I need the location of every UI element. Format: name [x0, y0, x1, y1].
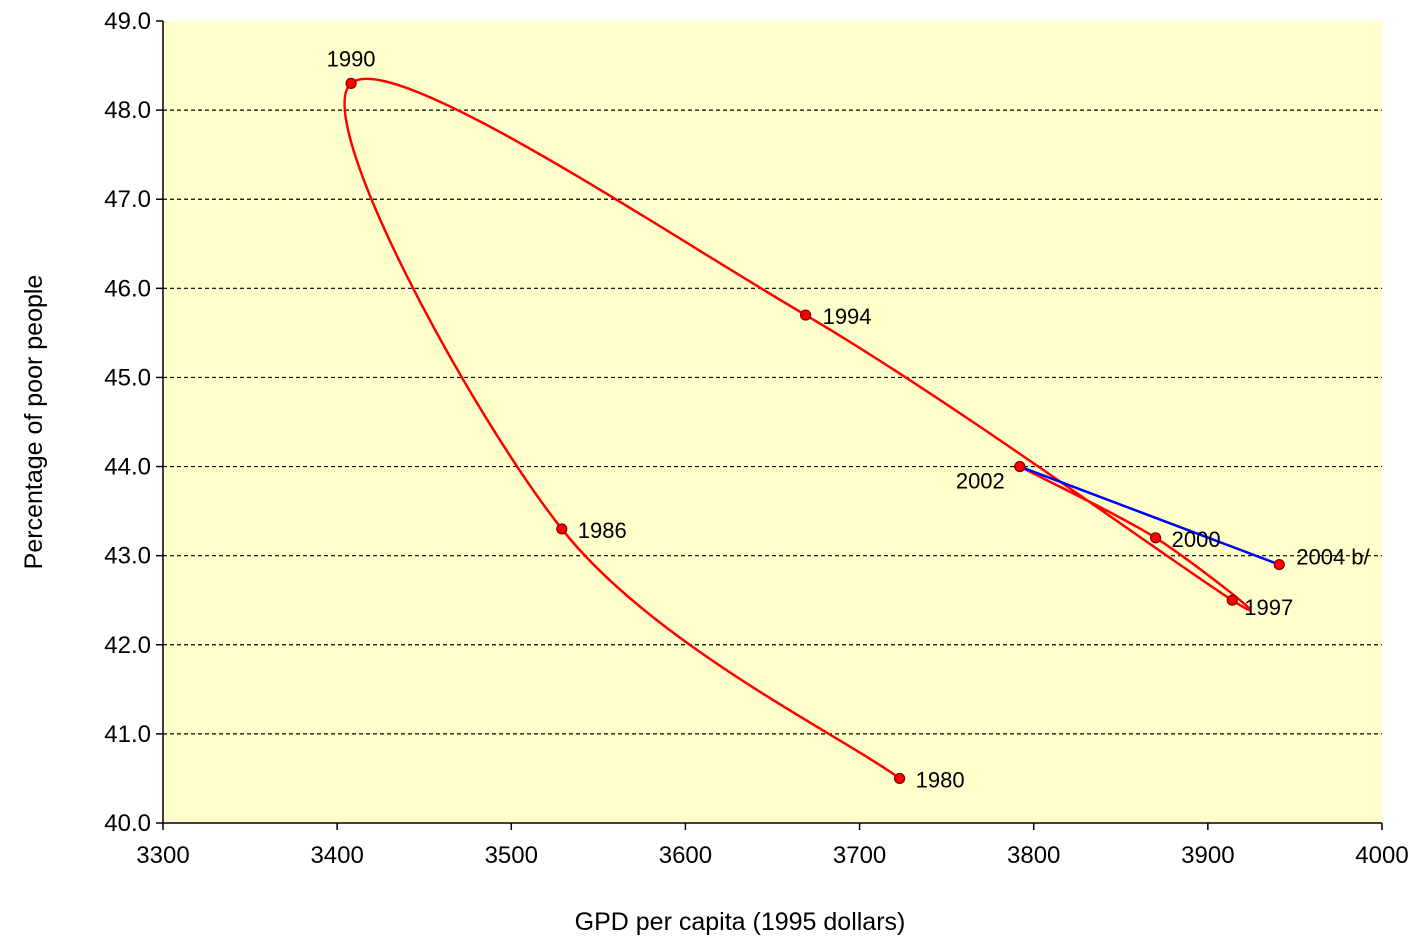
y-tick-label: 43.0	[104, 543, 151, 570]
data-point	[799, 309, 812, 321]
data-point	[894, 772, 906, 785]
x-axis-title: GPD per capita (1995 dollars)	[575, 908, 906, 936]
data-label: 1980	[916, 767, 965, 792]
x-tick-label: 3500	[485, 842, 538, 869]
x-tick-label: 3400	[310, 842, 363, 869]
x-tick-label: 3900	[1181, 842, 1234, 869]
x-tick-label: 3700	[833, 842, 886, 869]
y-tick-label: 47.0	[104, 186, 151, 213]
series-line-1	[1019, 465, 1280, 566]
data-point	[1150, 532, 1162, 544]
data-label: 1994	[823, 304, 872, 329]
y-tick-label: 41.0	[104, 721, 151, 748]
data-point	[1273, 558, 1285, 571]
y-tick-label: 42.0	[104, 632, 151, 659]
axes: 40.0 41.0 42.0 43.0 44.0 45.0 46.0 47.0 48.0 49.0…	[104, 8, 1408, 869]
y-tick-label: 46.0	[104, 275, 151, 302]
grid	[163, 109, 1382, 735]
y-tick-label: 49.0	[104, 8, 151, 35]
y-tick-label: 40.0	[104, 810, 151, 837]
data-label: 2002	[956, 469, 1005, 494]
x-tick-label: 3800	[1007, 842, 1060, 869]
y-tick-label: 48.0	[104, 97, 151, 124]
data-label: 1997	[1244, 595, 1293, 620]
data-point	[1226, 594, 1238, 606]
x-tick-label: 3600	[659, 842, 712, 869]
series-layer	[343, 77, 1285, 785]
data-label: 1990	[327, 46, 376, 71]
data-point	[556, 523, 568, 535]
data-label: 2000	[1172, 527, 1221, 552]
x-tick-label: 4000	[1355, 842, 1408, 869]
data-label: 1986	[578, 518, 627, 543]
y-tick-label: 44.0	[104, 454, 151, 481]
plot-area	[163, 21, 1382, 823]
labels: 1980 1986 1990 1994 1997 2000 2002 2004 b/	[327, 46, 1371, 792]
y-axis-title: Percentage of poor people	[20, 275, 48, 570]
data-point	[1014, 460, 1026, 473]
data-point	[345, 77, 357, 89]
y-tick-label: 45.0	[104, 364, 151, 391]
data-label: 2004 b/	[1296, 545, 1370, 570]
x-tick-label: 3300	[136, 842, 189, 869]
